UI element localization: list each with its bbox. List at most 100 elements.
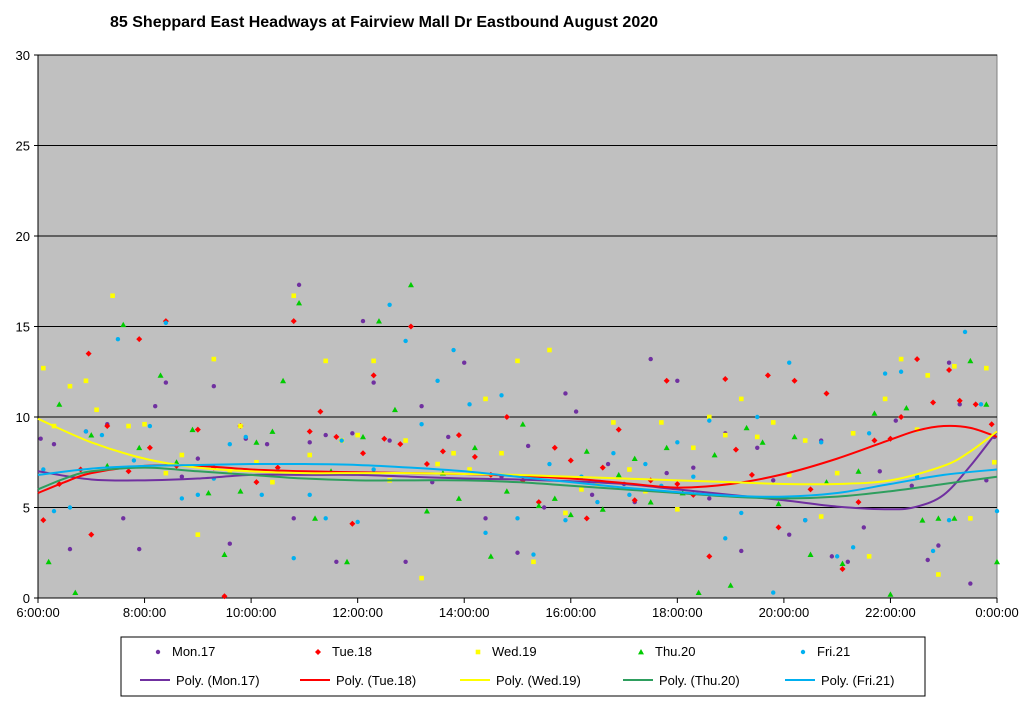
x-tick-label: 16:00:00 [545, 605, 596, 620]
data-point [775, 524, 782, 531]
data-point [882, 396, 888, 402]
data-point [787, 360, 792, 365]
data-point [253, 479, 260, 486]
data-point [173, 459, 180, 465]
data-point [205, 490, 212, 496]
data-point [88, 432, 95, 438]
data-point [898, 369, 904, 374]
data-point [455, 432, 462, 439]
data-point [163, 380, 169, 385]
y-tick-label: 25 [16, 139, 30, 154]
data-point [359, 450, 366, 457]
data-point [919, 517, 926, 523]
x-tick-label: 6:00:00 [16, 605, 59, 620]
data-point [403, 338, 408, 344]
data-point [738, 396, 744, 402]
data-point [770, 420, 776, 425]
data-point [515, 358, 520, 364]
data-point [984, 365, 989, 371]
data-point [253, 439, 260, 445]
data-point [333, 433, 340, 440]
data-point [627, 467, 632, 472]
data-point [755, 414, 760, 420]
legend-marker [315, 649, 321, 655]
data-point [291, 293, 297, 299]
data-point [227, 441, 232, 447]
y-tick-label: 20 [16, 229, 30, 244]
data-point [211, 384, 217, 389]
x-tick-label: 22:00:00 [865, 605, 916, 620]
data-point [755, 445, 760, 450]
data-point [462, 360, 467, 365]
data-point [120, 321, 127, 328]
data-point [706, 553, 713, 560]
data-point [711, 452, 718, 458]
legend-label: Poly. (Tue.18) [336, 673, 416, 688]
data-point [525, 443, 531, 449]
data-point [882, 371, 888, 376]
y-tick-label: 0 [23, 591, 30, 606]
data-point [930, 548, 936, 554]
data-point [407, 323, 414, 330]
data-point [270, 479, 275, 485]
data-point [563, 517, 568, 523]
data-point [803, 517, 808, 523]
data-point [41, 467, 46, 472]
data-point [871, 437, 878, 444]
data-point [925, 557, 930, 563]
data-point [334, 559, 339, 564]
data-point [861, 525, 867, 530]
data-point [83, 429, 89, 434]
data-point [254, 459, 259, 465]
data-point [483, 516, 488, 521]
data-point [515, 550, 520, 555]
data-point [439, 448, 446, 455]
data-point [663, 444, 670, 451]
data-point [419, 575, 424, 581]
data-point [967, 357, 974, 364]
data-point [157, 372, 164, 378]
data-point [371, 467, 376, 472]
data-point [136, 444, 143, 451]
data-point [643, 461, 648, 467]
data-point [397, 441, 404, 448]
data-point [818, 440, 824, 445]
data-point [855, 468, 862, 474]
data-point [312, 515, 319, 521]
data-point [659, 420, 664, 425]
data-point [611, 451, 616, 456]
series-thu-20 [45, 281, 1000, 597]
data-point [51, 508, 57, 514]
data-point [627, 492, 632, 498]
data-point [323, 432, 328, 438]
data-point [67, 383, 73, 389]
data-point [845, 559, 851, 564]
data-point [179, 474, 185, 479]
data-point [946, 366, 953, 373]
data-point [898, 356, 904, 362]
data-point [227, 469, 233, 474]
data-point [925, 373, 931, 378]
data-point [871, 410, 878, 416]
data-point [467, 467, 472, 472]
data-point [370, 372, 377, 379]
data-point [483, 396, 488, 402]
data-point [455, 495, 462, 501]
legend-marker [155, 649, 161, 655]
data-point [85, 350, 92, 357]
data-point [280, 377, 287, 384]
data-point [595, 499, 600, 505]
data-point [211, 356, 217, 362]
data-point [194, 426, 201, 433]
x-tick-label: 0:00:00 [975, 605, 1018, 620]
data-point [903, 404, 910, 411]
data-point [136, 336, 143, 343]
data-point [909, 483, 914, 488]
data-point [589, 492, 595, 498]
series-tue-18 [40, 318, 995, 600]
data-point [764, 372, 771, 379]
data-point [615, 471, 622, 478]
data-point [291, 555, 296, 561]
x-tick-label: 14:00:00 [439, 605, 490, 620]
data-point [499, 450, 504, 456]
